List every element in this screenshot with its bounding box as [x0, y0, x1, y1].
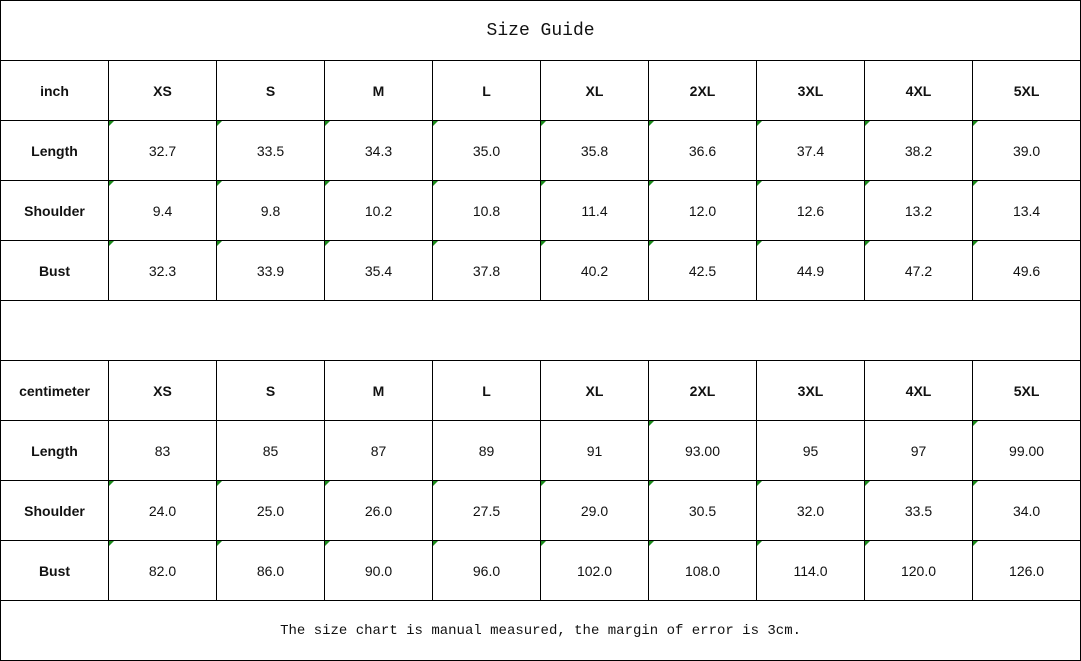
value-cell[interactable]: 90.0	[324, 540, 433, 601]
value-cell[interactable]: 87	[324, 420, 433, 481]
value-cell[interactable]: 96.0	[432, 540, 541, 601]
size-header-cell[interactable]: M	[324, 60, 433, 121]
value-cell[interactable]: 83	[108, 420, 217, 481]
value-cell[interactable]: 32.3	[108, 240, 217, 301]
table-row: Length 32.7 33.5 34.3 35.0 35.8 36.6 37.4 38.2 39…	[0, 120, 1081, 181]
value-cell[interactable]: 126.0	[971, 540, 1081, 601]
table-row: Bust 32.3 33.9 35.4 37.8 40.2 42.5 44.9 47.2 49.6	[0, 240, 1081, 301]
value-cell[interactable]: 12.6	[756, 180, 865, 241]
size-header-cell[interactable]: L	[432, 60, 541, 121]
value-cell[interactable]: 40.2	[540, 240, 649, 301]
value-cell[interactable]: 10.2	[324, 180, 433, 241]
value-cell[interactable]: 32.0	[756, 480, 865, 541]
size-header-cell[interactable]: XS	[108, 360, 217, 421]
value-cell[interactable]: 36.6	[648, 120, 757, 181]
value-cell[interactable]: 11.4	[540, 180, 649, 241]
value-cell[interactable]: 33.5	[864, 480, 973, 541]
value-cell[interactable]: 114.0	[756, 540, 865, 601]
value-cell[interactable]: 30.5	[648, 480, 757, 541]
value-cell[interactable]: 38.2	[864, 120, 973, 181]
size-header-cell[interactable]: 4XL	[864, 60, 973, 121]
value-cell[interactable]: 33.9	[216, 240, 325, 301]
size-header-cell[interactable]: S	[216, 60, 325, 121]
footnote[interactable]: The size chart is manual measured, the m…	[0, 600, 1081, 661]
value-cell[interactable]: 39.0	[971, 120, 1081, 181]
value-cell[interactable]: 13.4	[971, 180, 1081, 241]
value-cell[interactable]: 89	[432, 420, 541, 481]
value-cell[interactable]: 47.2	[864, 240, 973, 301]
value-cell[interactable]: 95	[756, 420, 865, 481]
size-header-cell[interactable]: 3XL	[756, 360, 865, 421]
value-cell[interactable]: 33.5	[216, 120, 325, 181]
value-cell[interactable]: 35.4	[324, 240, 433, 301]
size-header-cell[interactable]: 4XL	[864, 360, 973, 421]
value-cell[interactable]: 24.0	[108, 480, 217, 541]
size-header-cell[interactable]: 5XL	[971, 60, 1081, 121]
value-cell[interactable]: 26.0	[324, 480, 433, 541]
value-cell[interactable]: 9.4	[108, 180, 217, 241]
size-header-cell[interactable]: 5XL	[971, 360, 1081, 421]
value-cell[interactable]: 29.0	[540, 480, 649, 541]
size-header-cell[interactable]: 2XL	[648, 60, 757, 121]
table-row: Bust 82.0 86.0 90.0 96.0 102.0 108.0 114.0 120.0…	[0, 540, 1081, 601]
value-cell[interactable]: 37.8	[432, 240, 541, 301]
value-cell[interactable]: 82.0	[108, 540, 217, 601]
value-cell[interactable]: 10.8	[432, 180, 541, 241]
value-cell[interactable]: 35.8	[540, 120, 649, 181]
size-header-cell[interactable]: XS	[108, 60, 217, 121]
size-header-cell[interactable]: L	[432, 360, 541, 421]
size-header-cell[interactable]: 2XL	[648, 360, 757, 421]
sheet-title[interactable]: Size Guide	[0, 0, 1081, 61]
value-cell[interactable]: 32.7	[108, 120, 217, 181]
unit-header-cell[interactable]: inch	[0, 60, 109, 121]
value-cell[interactable]: 42.5	[648, 240, 757, 301]
header-row: centimeter XS S M L XL 2XL 3XL 4XL 5XL	[0, 360, 1081, 421]
blank-row[interactable]	[0, 300, 1081, 361]
value-cell[interactable]: 102.0	[540, 540, 649, 601]
table-row: Shoulder 9.4 9.8 10.2 10.8 11.4 12.0 12.6 13.2 13…	[0, 180, 1081, 241]
value-cell[interactable]: 85	[216, 420, 325, 481]
value-cell[interactable]: 13.2	[864, 180, 973, 241]
unit-header-cell[interactable]: centimeter	[0, 360, 109, 421]
size-header-cell[interactable]: 3XL	[756, 60, 865, 121]
value-cell[interactable]: 86.0	[216, 540, 325, 601]
table-row: Shoulder 24.0 25.0 26.0 27.5 29.0 30.5 32.0 33.5…	[0, 480, 1081, 541]
value-cell[interactable]: 27.5	[432, 480, 541, 541]
value-cell[interactable]: 93.00	[648, 420, 757, 481]
value-cell[interactable]: 97	[864, 420, 973, 481]
size-header-cell[interactable]: M	[324, 360, 433, 421]
size-header-cell[interactable]: XL	[540, 360, 649, 421]
value-cell[interactable]: 37.4	[756, 120, 865, 181]
value-cell[interactable]: 120.0	[864, 540, 973, 601]
value-cell[interactable]: 108.0	[648, 540, 757, 601]
row-label-cell[interactable]: Shoulder	[0, 180, 109, 241]
row-label-cell[interactable]: Length	[0, 120, 109, 181]
row-label-cell[interactable]: Length	[0, 420, 109, 481]
row-label-cell[interactable]: Bust	[0, 240, 109, 301]
size-header-cell[interactable]: S	[216, 360, 325, 421]
value-cell[interactable]: 44.9	[756, 240, 865, 301]
value-cell[interactable]: 12.0	[648, 180, 757, 241]
value-cell[interactable]: 49.6	[971, 240, 1081, 301]
value-cell[interactable]: 99.00	[971, 420, 1081, 481]
size-header-cell[interactable]: XL	[540, 60, 649, 121]
value-cell[interactable]: 34.3	[324, 120, 433, 181]
value-cell[interactable]: 35.0	[432, 120, 541, 181]
row-label-cell[interactable]: Bust	[0, 540, 109, 601]
row-label-cell[interactable]: Shoulder	[0, 480, 109, 541]
table-row: Length 83 85 87 89 91 93.00 95 97 99.00	[0, 420, 1081, 481]
value-cell[interactable]: 9.8	[216, 180, 325, 241]
header-row: inch XS S M L XL 2XL 3XL 4XL 5XL	[0, 60, 1081, 121]
value-cell[interactable]: 25.0	[216, 480, 325, 541]
value-cell[interactable]: 91	[540, 420, 649, 481]
value-cell[interactable]: 34.0	[971, 480, 1081, 541]
